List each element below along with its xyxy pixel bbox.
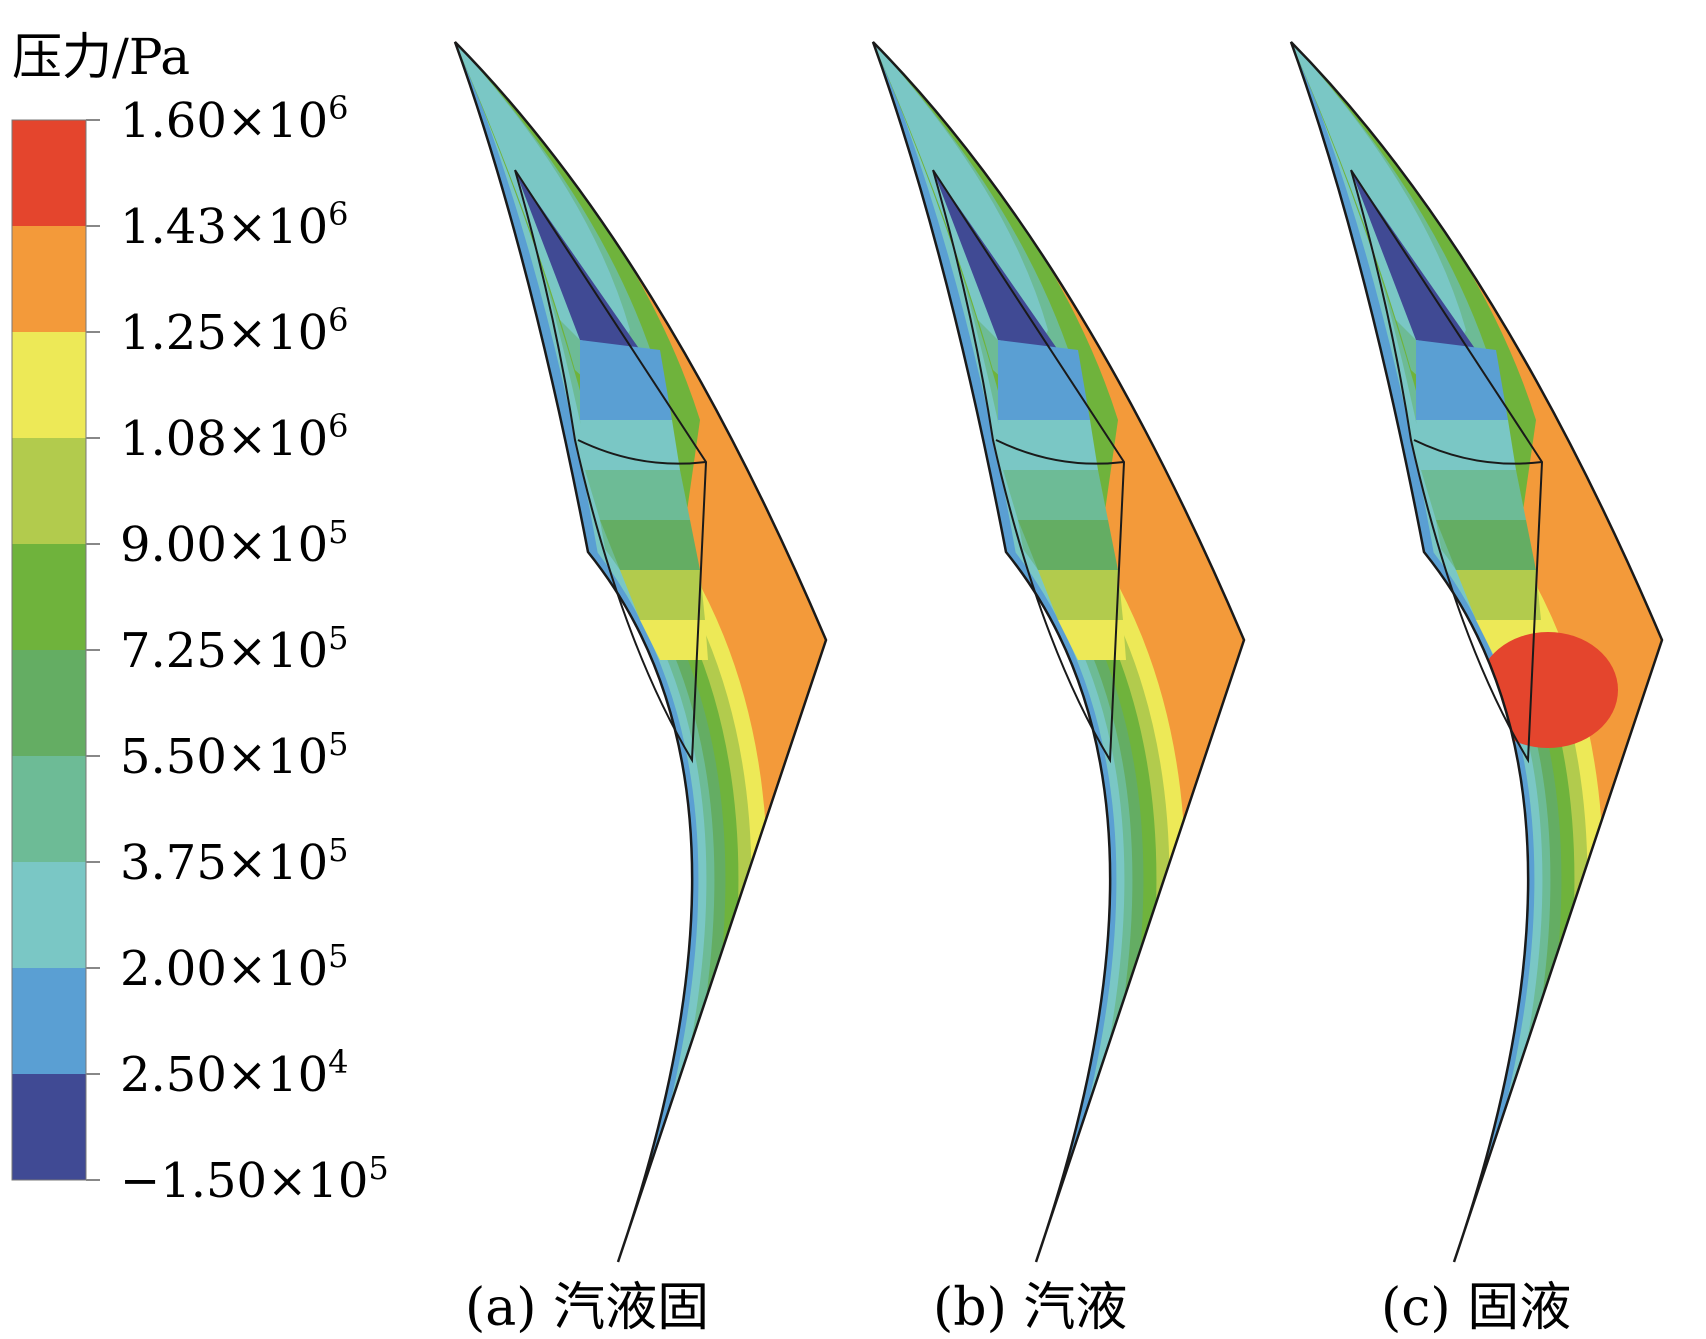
tick-exponent: 6 bbox=[328, 407, 348, 445]
tick-mantissa: 3.75×10 bbox=[120, 835, 328, 891]
legend-tick-label: 2.00×105 bbox=[120, 937, 349, 997]
panel-caption: (a) 汽液固 bbox=[465, 1278, 709, 1338]
legend-swatch bbox=[12, 756, 86, 862]
contour-band bbox=[1436, 520, 1536, 570]
legend-swatch bbox=[12, 120, 86, 226]
legend-tick-label: 5.50×105 bbox=[120, 725, 349, 785]
panel-caption: (c) 固液 bbox=[1381, 1278, 1571, 1338]
tick-exponent: 4 bbox=[328, 1043, 348, 1081]
contour-band bbox=[600, 520, 700, 570]
high-pressure-zone bbox=[1478, 632, 1618, 748]
contour-band bbox=[585, 470, 690, 520]
tick-mantissa: 1.43×10 bbox=[120, 199, 328, 255]
tick-exponent: 5 bbox=[368, 1149, 388, 1187]
contour-band bbox=[1421, 470, 1526, 520]
legend-tick-label: 3.75×105 bbox=[120, 831, 349, 891]
blade-outline bbox=[871, 41, 1246, 1263]
tick-mantissa: 1.25×10 bbox=[120, 305, 328, 361]
tick-exponent: 5 bbox=[328, 937, 348, 975]
tick-mantissa: 7.25×10 bbox=[120, 623, 328, 679]
legend-swatch bbox=[12, 650, 86, 756]
cavity-outline bbox=[995, 439, 1125, 465]
blade-outline bbox=[453, 41, 828, 1263]
contour-band bbox=[933, 170, 1058, 350]
panel-caption: (b) 汽液 bbox=[933, 1278, 1127, 1338]
cavity-outline bbox=[932, 169, 1126, 764]
contour-band bbox=[1456, 570, 1541, 620]
tick-exponent: 5 bbox=[328, 619, 348, 657]
tick-mantissa: −1.50×10 bbox=[120, 1153, 368, 1209]
contour-base bbox=[873, 42, 1244, 1262]
tick-exponent: 5 bbox=[328, 513, 348, 551]
panel-a-contour: (a) 汽液固 bbox=[453, 41, 828, 1338]
panel-c-contour: (c) 固液 bbox=[1289, 41, 1664, 1338]
legend-swatch bbox=[12, 438, 86, 544]
contour-band bbox=[1018, 520, 1118, 570]
blade-outline bbox=[1289, 41, 1664, 1263]
legend-swatch bbox=[12, 332, 86, 438]
legend-tick-label: 1.25×106 bbox=[120, 301, 349, 361]
legend-color-bar bbox=[11, 119, 87, 1181]
contour-band bbox=[1416, 420, 1516, 470]
legend-tick-label: 1.60×106 bbox=[120, 89, 349, 149]
legend-tick-label: 1.43×106 bbox=[120, 195, 349, 255]
legend-tick-label: 7.25×105 bbox=[120, 619, 349, 679]
legend-tick-label: 2.50×104 bbox=[120, 1043, 349, 1103]
contour-band bbox=[998, 340, 1090, 420]
contour-base bbox=[455, 42, 826, 1262]
cavity-outline bbox=[577, 439, 707, 465]
legend-tick-label: 1.08×106 bbox=[120, 407, 349, 467]
tick-mantissa: 5.50×10 bbox=[120, 729, 328, 785]
legend-tick-label: 9.00×105 bbox=[120, 513, 349, 573]
legend-swatch bbox=[12, 226, 86, 332]
legend-tick-label: −1.50×105 bbox=[120, 1149, 389, 1209]
tick-exponent: 5 bbox=[328, 725, 348, 763]
cavity-outline bbox=[1350, 169, 1544, 764]
contour-band bbox=[1003, 470, 1108, 520]
tick-mantissa: 2.00×10 bbox=[120, 941, 328, 997]
legend-tick-labels: 1.60×1061.43×1061.25×1061.08×1069.00×105… bbox=[86, 89, 389, 1209]
panel-b-contour: (b) 汽液 bbox=[871, 41, 1246, 1338]
tick-exponent: 5 bbox=[328, 831, 348, 869]
legend-title: 压力/Pa bbox=[12, 28, 190, 86]
contour-band bbox=[580, 420, 680, 470]
tick-mantissa: 2.50×10 bbox=[120, 1047, 328, 1103]
legend-swatch bbox=[12, 1074, 86, 1180]
contour-band bbox=[620, 570, 705, 620]
legend-swatch bbox=[12, 968, 86, 1074]
contour-band bbox=[1351, 170, 1476, 350]
contour-band bbox=[998, 420, 1098, 470]
contour-band bbox=[580, 340, 672, 420]
contour-base bbox=[1291, 42, 1662, 1262]
tick-mantissa: 9.00×10 bbox=[120, 517, 328, 573]
cavity-outline bbox=[514, 169, 708, 764]
contour-band bbox=[1038, 570, 1123, 620]
contour-band bbox=[1416, 340, 1508, 420]
tick-exponent: 6 bbox=[328, 301, 348, 339]
cavity-outline bbox=[1413, 439, 1543, 465]
contour-band bbox=[515, 170, 640, 350]
legend-swatch bbox=[12, 544, 86, 650]
color-legend: 压力/Pa 1.60×1061.43×1061.25×1061.08×1069.… bbox=[11, 28, 389, 1209]
tick-mantissa: 1.08×10 bbox=[120, 411, 328, 467]
legend-swatch bbox=[12, 862, 86, 968]
tick-exponent: 6 bbox=[328, 195, 348, 233]
contour-band bbox=[640, 620, 708, 660]
contour-band bbox=[1058, 620, 1126, 660]
tick-mantissa: 1.60×10 bbox=[120, 93, 328, 149]
tick-exponent: 6 bbox=[328, 89, 348, 127]
